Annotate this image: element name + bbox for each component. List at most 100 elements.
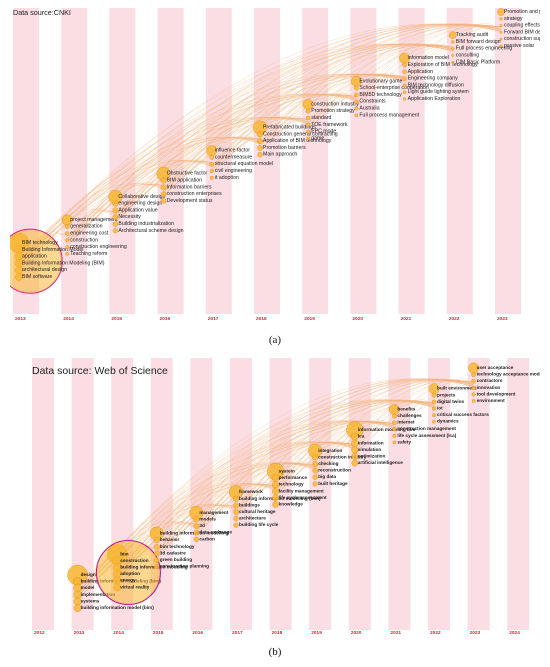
keyword-node	[451, 40, 455, 44]
keyword-node	[499, 17, 503, 21]
keyword-projects: projects	[437, 392, 456, 397]
keyword-teaching-reform: Teaching reform	[70, 251, 107, 257]
keyword-node	[112, 200, 119, 207]
link-curve	[404, 45, 453, 88]
chart-panel-cnki: 2013 2014 2015 2016 2017 2018 2019 2020 2021 2022…	[10, 6, 540, 324]
keyword-construction: construction	[120, 558, 149, 563]
link-curve	[308, 75, 405, 130]
keyword-architectural-scheme-design: Architectural scheme design	[118, 228, 183, 234]
keyword-node	[471, 385, 476, 390]
keyword-node	[193, 523, 200, 530]
year-label: 2014	[63, 316, 74, 322]
keyword-node	[402, 90, 407, 94]
year-band-2018	[254, 8, 280, 314]
link-curve	[394, 399, 435, 429]
keyword-building-industrialization: Building industrialization	[118, 221, 174, 227]
keyword-node	[392, 440, 397, 445]
keyword-forward-bim-design: Forward BIM design	[504, 29, 540, 35]
link-curve	[433, 380, 474, 411]
year-label: 2017	[208, 316, 219, 322]
keyword-coupling-effects: coupling effects	[504, 23, 540, 29]
keyword-bim5d-technology: BIM5D technology	[359, 92, 402, 98]
keyword-big-data: big data	[318, 474, 336, 479]
link-curve	[404, 43, 453, 82]
year-band-2021	[388, 358, 411, 630]
keyword-node	[160, 177, 167, 184]
keyword-application: application	[22, 254, 47, 260]
keyword-node	[233, 522, 239, 528]
year-label: 2020	[352, 316, 363, 322]
highlight-node	[95, 539, 161, 606]
keyword-green-building: green building	[160, 557, 192, 562]
keyword-node	[451, 60, 455, 64]
chart-title: Data source: Web of Science	[32, 365, 168, 377]
keyword-node	[272, 494, 279, 502]
year-label: 2023	[470, 630, 481, 636]
year-band-2018	[269, 358, 292, 630]
year-labels: 2013 2014 2015 2016 2017 2018 2019 2020 2021 2022…	[15, 316, 508, 322]
keyword-necessity: Necessity	[118, 214, 141, 220]
link-curve	[308, 92, 357, 124]
keyword-node	[431, 399, 437, 405]
keyword-life-cycle-assessment: life cycle assessment	[279, 495, 327, 500]
keyword-node	[431, 392, 437, 398]
link-curve	[394, 401, 435, 432]
keyword-information-barriers: Information barriers	[167, 184, 212, 190]
keyword-data-exchange: data exchange	[199, 530, 232, 535]
keyword-node	[451, 47, 455, 51]
keyword-passive-solar: passive solar	[504, 43, 535, 49]
keyword-full-process-engineering: Full process engineering	[456, 46, 513, 52]
year-label: 2017	[232, 630, 243, 636]
keyword-node	[354, 106, 359, 111]
link-curve	[452, 26, 502, 58]
keyword-life-cycle-assessment-lca: life cycle assessment (lca)	[397, 433, 456, 438]
keyword-development-status: Development status	[167, 198, 213, 204]
wos-timezone-chart: 2012 2013 2014 2015 2016 2017 2018 2019 2020 2021…	[32, 358, 540, 636]
link-curve	[404, 25, 502, 85]
keyword-implementation: implementation	[81, 592, 116, 597]
link-curve	[356, 75, 405, 107]
keyword-node	[497, 8, 505, 16]
keyword-dynamics: dynamics	[437, 419, 459, 424]
keyword-node	[351, 459, 359, 467]
keyword-virtual-reality: virtual reality	[120, 584, 150, 589]
year-label: 2015	[153, 630, 164, 636]
year-label: 2020	[351, 630, 362, 636]
keyword-management: management	[199, 510, 228, 515]
keyword-bim-application: BIM application	[167, 178, 203, 184]
keyword-evolutionary-game: Evolutionary game	[359, 78, 402, 84]
keyword-node	[471, 372, 476, 377]
keyword-critical-success-factors: critical success factors	[437, 412, 489, 417]
keyword-user-acceptance: user acceptance	[477, 365, 514, 370]
chart-title: Data source:CNKI	[13, 8, 71, 17]
year-label: 2019	[304, 316, 315, 322]
keyword-node	[233, 502, 239, 509]
link-curve	[404, 45, 453, 85]
keyword-cim-basic-platform: CIM Basic Platform	[456, 59, 500, 65]
keyword-node	[354, 99, 359, 104]
keyword-cultural-heritage: cultural heritage	[239, 509, 276, 514]
keyword-node	[392, 420, 397, 425]
keyword-consulting: consulting	[456, 53, 479, 59]
keyword-lca: lca	[358, 434, 365, 439]
keyword-node	[193, 516, 200, 523]
highlight-node	[10, 228, 63, 294]
keyword-node	[312, 467, 319, 474]
link-curve	[163, 136, 261, 190]
keyword-node	[402, 83, 407, 88]
keyword-toe-framework: TOE framework	[311, 122, 348, 128]
link-curve	[308, 45, 453, 127]
year-band-2015	[109, 8, 136, 314]
keyword-node	[257, 138, 263, 145]
keyword-node	[209, 155, 215, 160]
link-curve	[115, 160, 212, 220]
keyword-node	[153, 543, 160, 550]
keyword-promotion-barriers: Promotion barriers	[263, 145, 306, 151]
keyword-node	[65, 252, 69, 256]
keyword-node	[112, 228, 118, 234]
year-band-2022	[428, 358, 450, 630]
